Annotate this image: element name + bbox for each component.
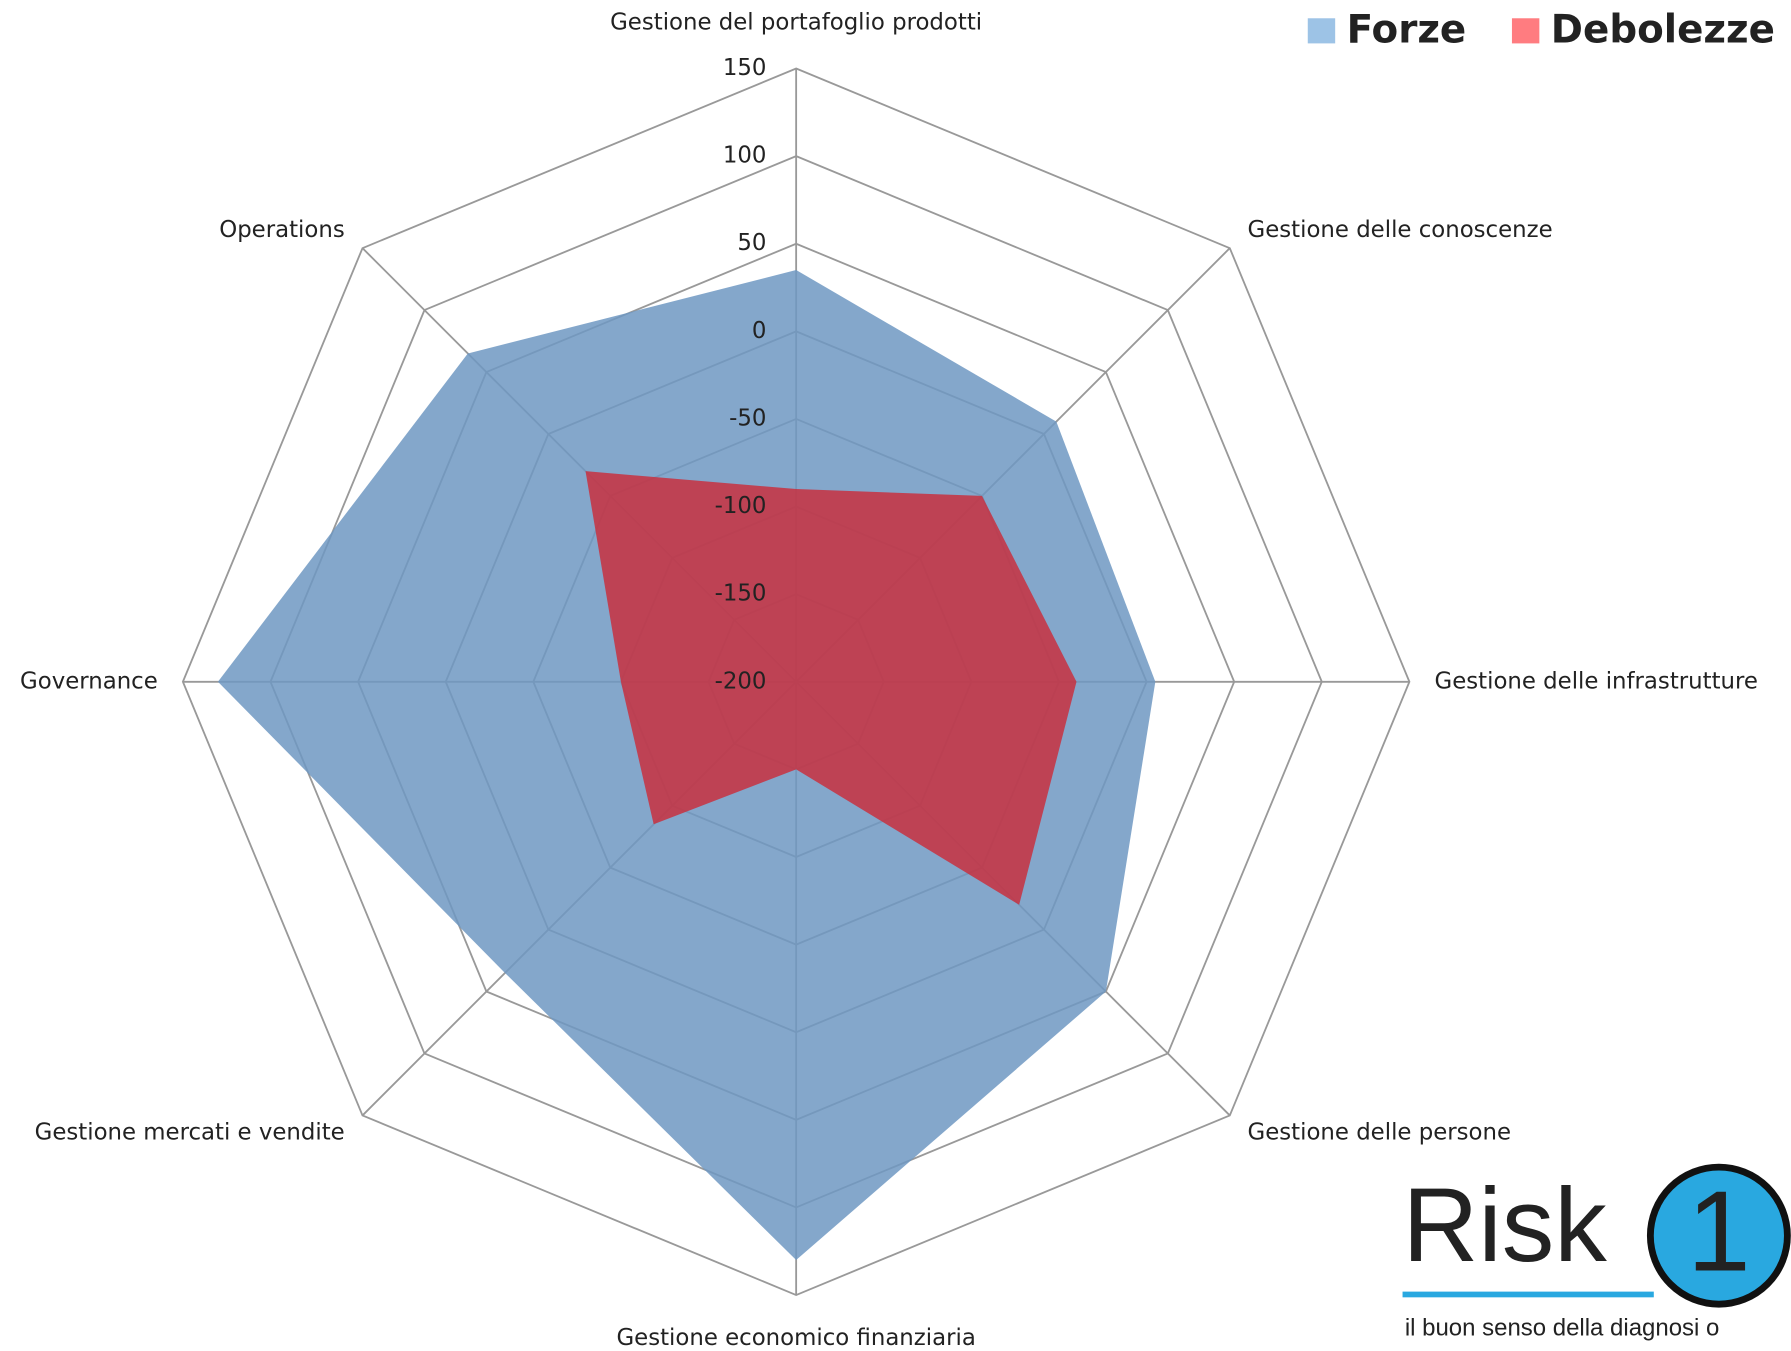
legend-label: Debolezze	[1551, 7, 1775, 52]
labels: Gestione del portafoglio prodotti Gestion…	[20, 9, 1758, 1351]
category-label: Governance	[20, 668, 158, 694]
logo-circle	[1646, 1163, 1791, 1308]
legend-swatch	[1511, 18, 1540, 44]
category-label: Gestione delle persone	[1248, 1120, 1511, 1146]
category-label: Gestione del portafoglio prodotti	[610, 9, 982, 35]
y-tick-label: -100	[715, 493, 767, 519]
category-label: Gestione delle conoscenze	[1248, 217, 1553, 243]
y-tick-label: -200	[715, 668, 767, 694]
y-tick-label: 100	[723, 143, 767, 169]
logo-tagline: il buon senso della diagnosi o	[1405, 1315, 1720, 1342]
category-label: Operations	[219, 217, 344, 243]
legend-swatch	[1307, 18, 1336, 44]
y-tick-label: 0	[752, 318, 767, 344]
marks	[217, 270, 1156, 1260]
legend-label: Forze	[1347, 7, 1467, 52]
category-label: Gestione delle infrastrutture	[1435, 668, 1758, 694]
y-tick-label: 150	[723, 55, 767, 81]
logo: Risk 1 il buon senso della diagnosi o	[1402, 1163, 1791, 1342]
y-tick-label: -50	[729, 405, 766, 431]
category-label: Gestione mercati e vendite	[35, 1120, 345, 1146]
y-tick-label: 50	[737, 230, 766, 256]
logo-name: Risk	[1403, 1167, 1608, 1284]
logo-digit: 1	[1687, 1168, 1751, 1295]
logo-bar	[1402, 1291, 1654, 1298]
series-area	[585, 471, 1077, 905]
category-label: Gestione economico finanziaria	[616, 1325, 975, 1351]
y-tick-label: -150	[715, 581, 767, 607]
legend: Forze Debolezze	[1307, 7, 1775, 52]
